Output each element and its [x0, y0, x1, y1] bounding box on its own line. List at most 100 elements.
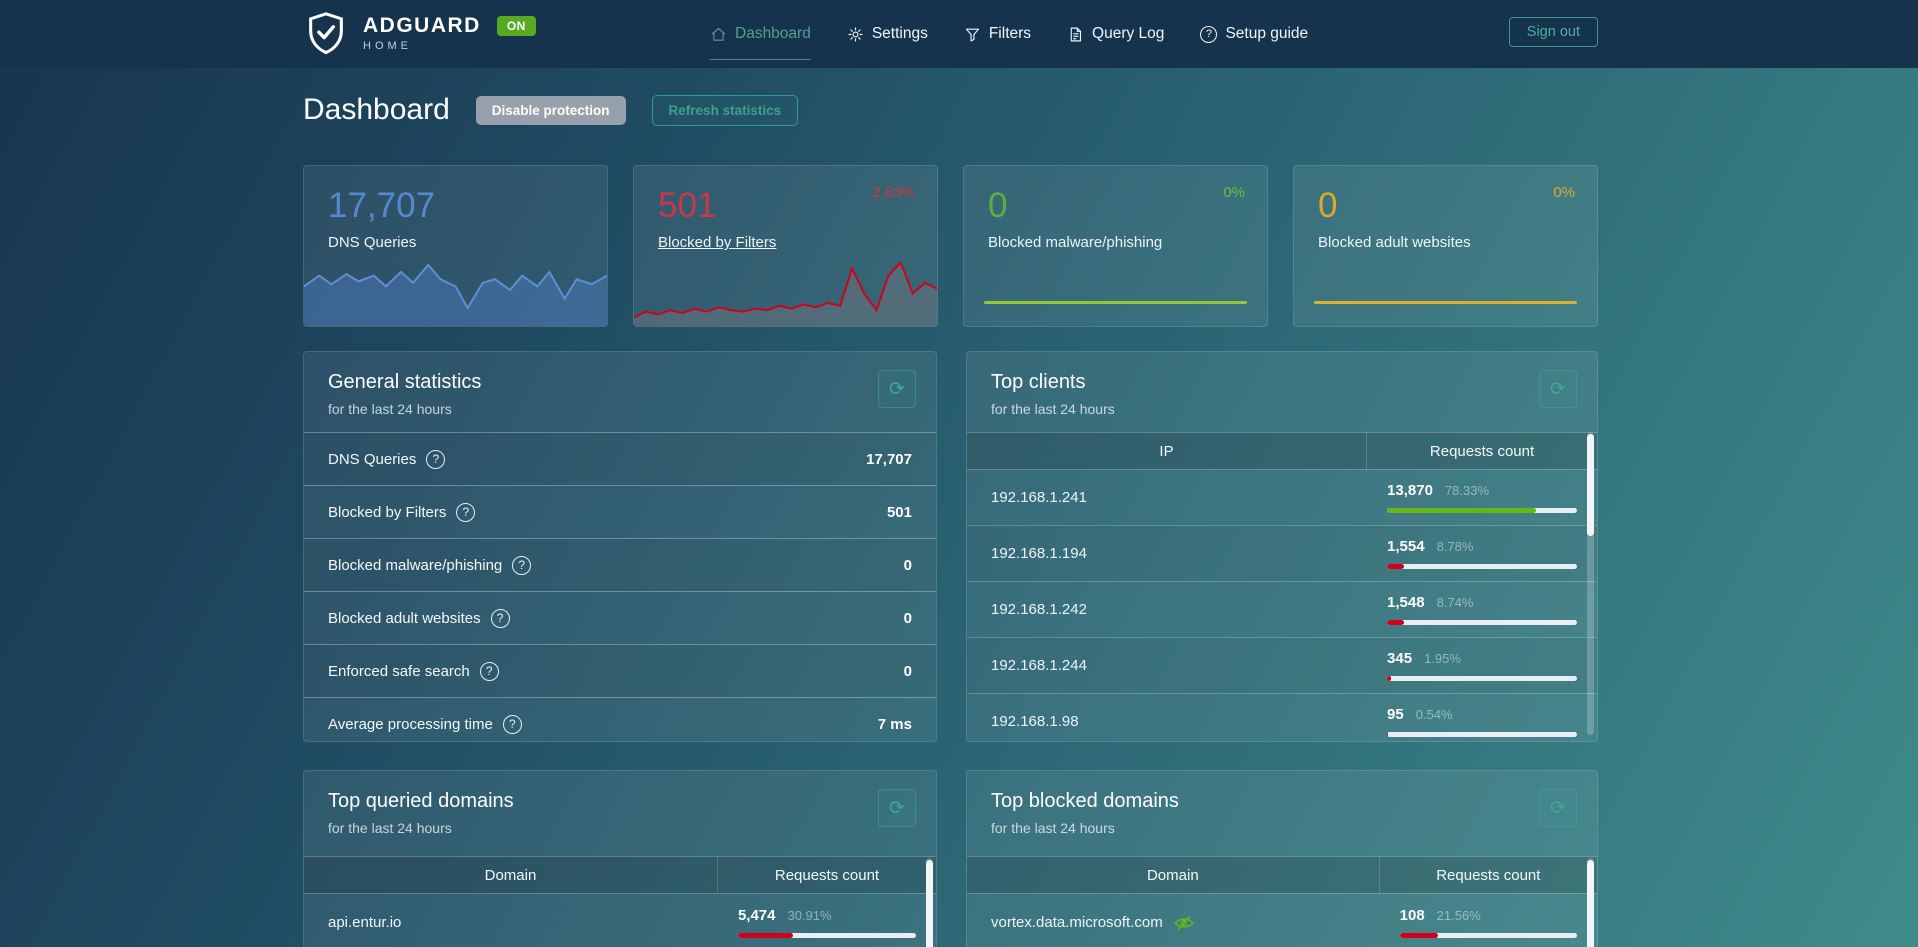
request-percent: 30.91% [787, 908, 832, 923]
nav-label: Setup guide [1225, 25, 1309, 42]
page-title: Dashboard [303, 93, 450, 126]
request-percent: 8.74% [1436, 595, 1474, 610]
domain-name: api.entur.io [328, 914, 402, 931]
refresh-icon: ⟳ [1550, 797, 1566, 819]
brand-logo: ADGUARD ON HOME [303, 10, 536, 56]
refresh-icon: ⟳ [889, 378, 905, 400]
table-row: 192.168.1.244 345 1.95% [967, 637, 1597, 693]
stat-label: Blocked by Filters [328, 503, 447, 521]
nav-dashboard[interactable]: Dashboard [710, 0, 811, 68]
panel-title: General statistics [328, 371, 482, 393]
help-icon[interactable]: ? [502, 714, 522, 734]
nav-query-log[interactable]: Query Log [1067, 0, 1164, 68]
card-percent: 2.83% [872, 184, 915, 201]
sign-out-button[interactable]: Sign out [1508, 17, 1598, 47]
request-count: 13,870 [1387, 482, 1433, 499]
card-value: 17,707 [328, 186, 436, 225]
column-header-ip[interactable]: IP [967, 433, 1368, 469]
refresh-panel-button[interactable]: ⟳ [878, 789, 916, 827]
panel-subtitle: for the last 24 hours [991, 820, 1115, 836]
column-header-requests[interactable]: Requests count [774, 866, 880, 884]
progress-bar [1387, 732, 1577, 737]
card-dns-queries: 17,707 DNS Queries [303, 165, 608, 327]
panel-title: Top blocked domains [991, 790, 1179, 812]
column-header-domain[interactable]: Domain [967, 857, 1380, 893]
nav-setup-guide[interactable]: ? Setup guide [1200, 0, 1308, 68]
stat-row: Enforced safe search? 0 [304, 644, 936, 697]
domain-name: vortex.data.microsoft.com [991, 914, 1163, 931]
help-icon[interactable]: ? [479, 661, 499, 681]
help-icon[interactable]: ? [426, 449, 446, 469]
refresh-statistics-button[interactable]: Refresh statistics [651, 94, 799, 126]
nav-settings[interactable]: Settings [847, 0, 928, 68]
scrollbar-track[interactable] [1587, 432, 1594, 735]
help-icon[interactable]: ? [490, 608, 510, 628]
help-icon[interactable]: ? [512, 555, 532, 575]
refresh-panel-button[interactable]: ⟳ [878, 370, 916, 408]
funnel-icon [965, 28, 979, 41]
top-queried-rows: api.entur.io 5,474 30.91% [304, 893, 936, 947]
stat-value: 0 [903, 556, 912, 574]
scrollbar-thumb[interactable] [926, 860, 933, 947]
help-icon[interactable]: ? [456, 502, 476, 522]
column-header-requests[interactable]: Requests count [1436, 866, 1541, 884]
stat-row: Blocked malware/phishing? 0 [304, 538, 936, 591]
request-count: 345 [1387, 650, 1413, 667]
table-row: vortex.data.microsoft.com 108 21.56% [967, 893, 1597, 947]
stat-label: Blocked adult websites [328, 609, 481, 627]
refresh-panel-button[interactable]: ⟳ [1539, 789, 1577, 827]
progress-bar [737, 933, 916, 938]
stat-value: 0 [903, 609, 912, 627]
column-header-requests[interactable]: Requests count [1429, 442, 1535, 460]
blocked-by-filters-link[interactable]: Blocked by Filters [658, 234, 777, 252]
card-value: 501 [658, 186, 717, 225]
disable-protection-button[interactable]: Disable protection [475, 95, 626, 125]
table-row: 192.168.1.98 95 0.54% [967, 693, 1597, 749]
top-blocked-rows: vortex.data.microsoft.com 108 21.56% [967, 893, 1597, 947]
request-count: 108 [1399, 907, 1425, 924]
table-row: api.entur.io 5,474 30.91% [304, 893, 936, 947]
table-row: 192.168.1.194 1,554 8.78% [967, 525, 1597, 581]
request-count: 5,474 [737, 907, 776, 924]
stat-row: DNS Queries? 17,707 [304, 432, 936, 485]
general-statistics-rows: DNS Queries? 17,707 Blocked by Filters? … [304, 432, 936, 750]
nav-label: Dashboard [735, 25, 811, 42]
table-header: Domain Requests count [967, 856, 1597, 893]
blocked-filters-sparkline [634, 254, 937, 326]
panel-subtitle: for the last 24 hours [328, 401, 452, 417]
refresh-icon: ⟳ [889, 797, 905, 819]
nav-label: Settings [871, 25, 928, 42]
column-header-domain[interactable]: Domain [304, 857, 718, 893]
document-icon [1070, 27, 1082, 41]
card-label: Blocked adult websites [1318, 234, 1471, 252]
nav-label: Query Log [1092, 25, 1165, 42]
stat-label: Enforced safe search [328, 662, 470, 680]
table-row: 192.168.1.241 13,870 78.33% [967, 469, 1597, 525]
card-label: Blocked malware/phishing [988, 234, 1163, 252]
stat-label: Blocked malware/phishing [328, 556, 503, 574]
refresh-panel-button[interactable]: ⟳ [1539, 370, 1577, 408]
progress-bar [1399, 933, 1577, 938]
card-percent: 0% [1553, 184, 1575, 201]
card-blocked-by-filters: 2.83% 501 Blocked by Filters [633, 165, 938, 327]
brand-title: ADGUARD [363, 14, 481, 37]
progress-bar [1387, 620, 1577, 625]
client-ip: 192.168.1.241 [991, 489, 1087, 506]
home-icon [711, 27, 726, 41]
client-ip: 192.168.1.194 [991, 545, 1087, 562]
eye-off-icon[interactable] [1173, 912, 1195, 934]
nav-filters[interactable]: Filters [964, 0, 1031, 68]
panel-subtitle: for the last 24 hours [991, 401, 1115, 417]
stat-cards-row: 17,707 DNS Queries 2.83% 501 Blocked by … [303, 165, 1598, 327]
scrollbar-thumb[interactable] [1587, 860, 1594, 947]
panel-subtitle: for the last 24 hours [328, 820, 452, 836]
stat-label: Average processing time [328, 715, 493, 733]
top-navigation-bar: ADGUARD ON HOME Dashboard Settings [0, 0, 1918, 68]
card-percent: 0% [1223, 184, 1245, 201]
top-queried-domains-panel: Top queried domains for the last 24 hour… [303, 770, 937, 947]
scrollbar-thumb[interactable] [1587, 434, 1594, 536]
progress-bar [1387, 676, 1577, 681]
request-percent: 0.54% [1415, 707, 1453, 722]
panel-title: Top clients [991, 371, 1086, 393]
